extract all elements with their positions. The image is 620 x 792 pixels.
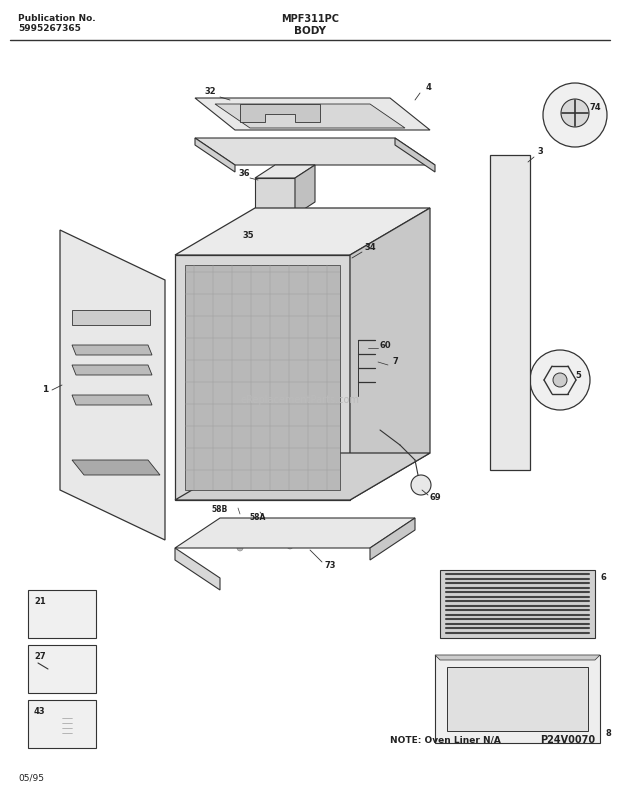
Circle shape — [127, 302, 133, 308]
Polygon shape — [175, 518, 415, 548]
Text: Publication No.: Publication No. — [18, 14, 95, 23]
Circle shape — [352, 525, 358, 531]
Circle shape — [506, 269, 514, 277]
FancyBboxPatch shape — [49, 603, 79, 627]
Polygon shape — [240, 104, 320, 122]
Circle shape — [561, 99, 589, 127]
Text: NOTE: Oven Liner N/A: NOTE: Oven Liner N/A — [390, 736, 501, 744]
Polygon shape — [60, 230, 165, 540]
Polygon shape — [255, 178, 295, 215]
Text: 43: 43 — [34, 707, 46, 716]
Polygon shape — [28, 700, 96, 748]
Polygon shape — [395, 138, 435, 172]
Polygon shape — [447, 667, 588, 731]
Polygon shape — [72, 310, 150, 325]
Circle shape — [506, 299, 514, 307]
Circle shape — [530, 350, 590, 410]
Polygon shape — [370, 518, 415, 560]
Circle shape — [506, 328, 514, 337]
Polygon shape — [435, 655, 600, 660]
Text: 27: 27 — [34, 652, 46, 661]
Polygon shape — [175, 453, 430, 500]
Text: eReplacementParts.com: eReplacementParts.com — [241, 395, 360, 405]
Circle shape — [79, 256, 111, 288]
Polygon shape — [175, 208, 430, 255]
Circle shape — [317, 527, 323, 533]
Text: 36: 36 — [238, 169, 250, 177]
Circle shape — [506, 358, 514, 366]
Circle shape — [277, 529, 283, 535]
Polygon shape — [215, 104, 405, 128]
Polygon shape — [72, 365, 152, 375]
Circle shape — [553, 373, 567, 387]
Circle shape — [506, 211, 514, 219]
Text: 60: 60 — [379, 341, 391, 349]
Text: 73: 73 — [324, 561, 336, 569]
Polygon shape — [295, 165, 315, 215]
Text: MPF311PC: MPF311PC — [281, 14, 339, 24]
Polygon shape — [185, 265, 340, 490]
Circle shape — [65, 610, 75, 620]
Polygon shape — [255, 218, 305, 232]
Circle shape — [506, 387, 514, 395]
Text: 35: 35 — [242, 231, 254, 241]
Bar — [62, 710, 72, 738]
Text: 69: 69 — [429, 493, 441, 502]
Circle shape — [506, 240, 514, 248]
Polygon shape — [195, 138, 435, 165]
Polygon shape — [175, 548, 220, 590]
Text: 5: 5 — [575, 371, 581, 380]
Text: 05/95: 05/95 — [18, 774, 44, 782]
Polygon shape — [72, 395, 152, 405]
Text: 34: 34 — [364, 243, 376, 253]
Text: 58B: 58B — [212, 505, 228, 515]
Text: BODY: BODY — [294, 26, 326, 36]
Circle shape — [411, 475, 431, 495]
Polygon shape — [195, 138, 235, 172]
Text: 32: 32 — [204, 87, 216, 97]
Text: 5995267365: 5995267365 — [18, 24, 81, 33]
Text: 74: 74 — [589, 104, 601, 112]
Text: 6: 6 — [600, 573, 606, 582]
Bar — [48, 659, 76, 679]
Polygon shape — [440, 570, 595, 638]
Text: P24V0070: P24V0070 — [540, 735, 595, 745]
Text: 58A: 58A — [250, 513, 266, 523]
Circle shape — [53, 610, 63, 620]
Text: 7: 7 — [392, 357, 398, 367]
Circle shape — [337, 541, 343, 547]
Polygon shape — [175, 255, 350, 500]
Circle shape — [506, 181, 514, 189]
Polygon shape — [350, 208, 430, 500]
Polygon shape — [435, 655, 600, 743]
Circle shape — [543, 83, 607, 147]
Circle shape — [237, 527, 243, 533]
Polygon shape — [72, 460, 160, 475]
Polygon shape — [72, 345, 152, 355]
Circle shape — [287, 543, 293, 549]
Circle shape — [127, 292, 133, 298]
Circle shape — [506, 446, 514, 454]
Circle shape — [60, 702, 74, 716]
Polygon shape — [28, 590, 96, 638]
Text: 1: 1 — [42, 386, 48, 394]
Polygon shape — [195, 98, 430, 130]
Circle shape — [95, 375, 105, 385]
Polygon shape — [255, 165, 315, 178]
Text: 4: 4 — [425, 83, 431, 93]
Text: 21: 21 — [34, 597, 46, 606]
Circle shape — [506, 417, 514, 425]
Circle shape — [36, 658, 44, 666]
Circle shape — [237, 545, 243, 551]
Text: 8: 8 — [605, 729, 611, 737]
Polygon shape — [28, 645, 96, 693]
Polygon shape — [490, 155, 530, 470]
Text: 3: 3 — [537, 147, 543, 157]
